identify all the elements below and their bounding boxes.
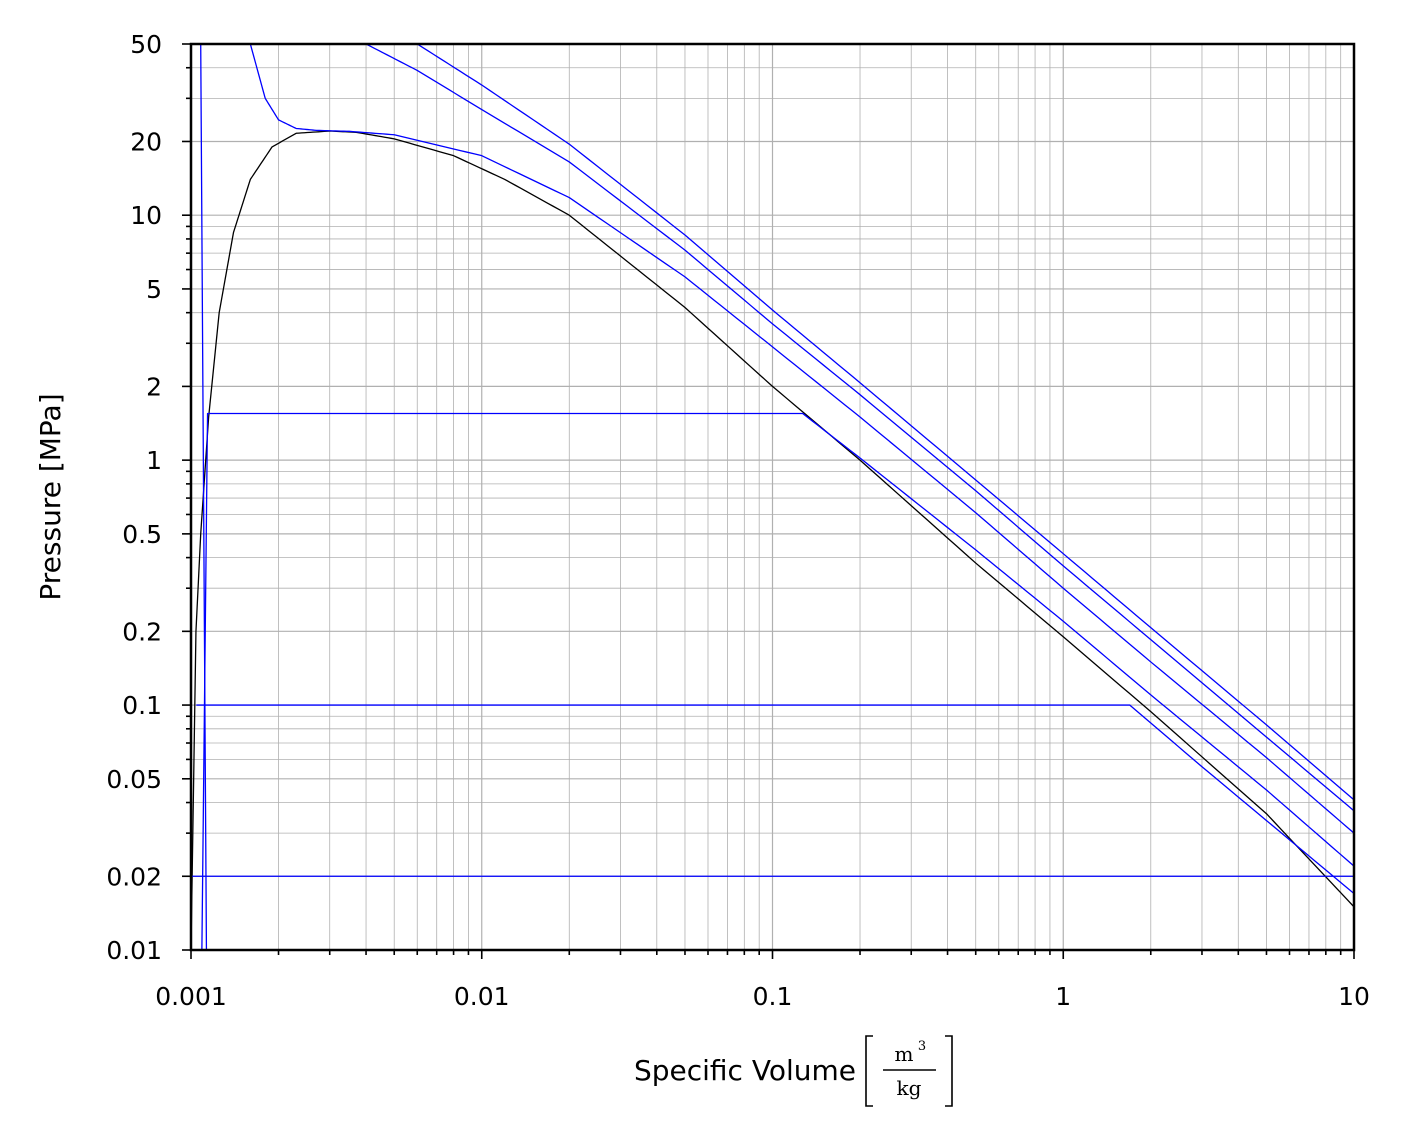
y-tick-label: 0.01: [106, 936, 162, 965]
y-tick-label: 50: [130, 30, 162, 59]
y-tick-label: 20: [130, 127, 162, 156]
y-tick-label: 1: [146, 446, 162, 475]
y-tick-label: 0.02: [106, 862, 162, 891]
saturation-dome-line: [191, 130, 1354, 950]
isotherm-line-7: [416, 44, 1354, 801]
y-tick-labels: 0.01 0.02 0.05 0.1 0.2 0.5 1 2 5 10 20 50: [106, 30, 162, 965]
unit-numerator: m: [895, 1042, 914, 1066]
x-tick-label: 0.1: [753, 982, 793, 1011]
y-tick-label: 0.2: [122, 617, 162, 646]
y-tick-label: 10: [130, 201, 162, 230]
y-tick-label: 5: [146, 275, 162, 304]
isotherm-line-4: [200, 44, 208, 950]
x-axis-label: Specific Volume m 3 kg: [634, 1035, 953, 1107]
unit-right-bracket: [945, 1035, 953, 1107]
isotherm-line-5: [249, 44, 1354, 834]
y-tick-label: 0.5: [122, 520, 162, 549]
isotherm-line-2: [196, 704, 1354, 895]
x-tick-label: 0.001: [155, 982, 227, 1011]
y-tick-label: 2: [146, 372, 162, 401]
isotherm-line-6: [365, 44, 1354, 812]
series-layer: [191, 44, 1354, 950]
x-tick-label: 10: [1338, 982, 1370, 1011]
y-tick-label: 0.1: [122, 691, 162, 720]
x-tick-label: 1: [1055, 982, 1071, 1011]
axis-ticks: [182, 43, 1355, 959]
unit-denominator: kg: [897, 1076, 922, 1100]
unit-left-bracket: [865, 1035, 873, 1107]
x-tick-label: 0.01: [454, 982, 510, 1011]
y-tick-label: 0.05: [106, 765, 162, 794]
unit-exponent: 3: [918, 1039, 926, 1054]
x-axis-label-text: Specific Volume: [634, 1054, 856, 1087]
isotherm-line-3: [201, 412, 1354, 950]
x-tick-labels: 0.001 0.01 0.1 1 10: [155, 982, 1370, 1011]
y-axis-label: Pressure [MPa]: [34, 393, 67, 600]
